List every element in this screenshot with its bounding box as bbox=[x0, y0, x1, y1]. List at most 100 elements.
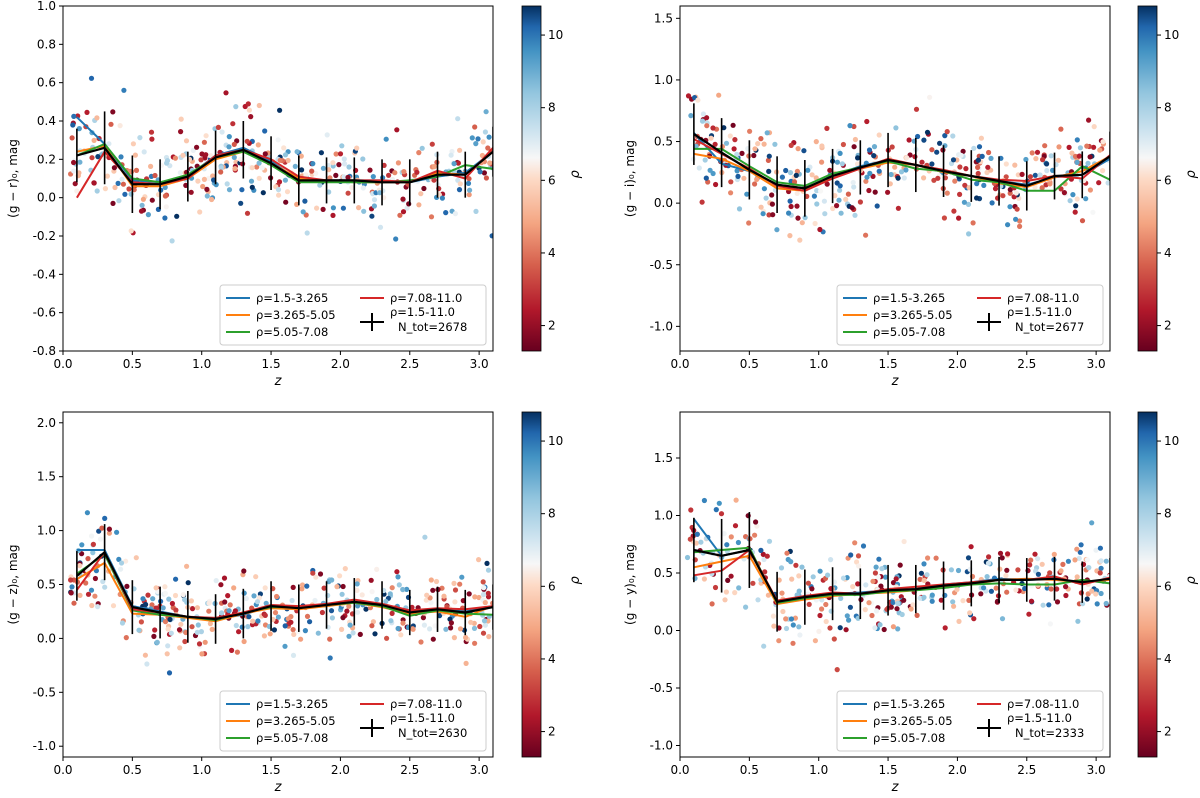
legend-label-all: ρ=1.5-11.0 bbox=[390, 305, 455, 319]
scatter-point bbox=[1074, 546, 1080, 552]
scatter-point bbox=[918, 570, 925, 576]
scatter-point bbox=[1019, 171, 1025, 177]
panels: 0.0 0.5 1.0 1.5 2.0 2.5 3.0 -0.8 -0.6 -0.4 -0.2 0.0… bbox=[6, 0, 1199, 795]
scatter-point bbox=[941, 215, 948, 221]
scatter-point bbox=[871, 144, 878, 150]
scatter-point bbox=[834, 159, 841, 165]
scatter-point bbox=[1040, 602, 1046, 608]
scatter-point bbox=[1091, 124, 1097, 130]
scatter-point bbox=[799, 564, 805, 570]
scatter-point bbox=[761, 556, 767, 563]
scatter-point bbox=[476, 557, 482, 563]
scatter-point bbox=[734, 168, 740, 174]
scatter-point bbox=[238, 200, 244, 206]
scatter-point bbox=[1032, 172, 1038, 178]
colorbar-tick-label: 10 bbox=[1164, 28, 1179, 42]
scatter-point bbox=[330, 205, 336, 211]
scatter-point bbox=[1005, 551, 1011, 557]
scatter-point bbox=[1044, 161, 1050, 167]
scatter-point bbox=[481, 618, 488, 624]
scatter-point bbox=[704, 123, 710, 129]
scatter-point bbox=[468, 619, 474, 625]
scatter-point bbox=[285, 616, 291, 622]
colorbar-tick-label: 4 bbox=[548, 652, 556, 666]
scatter-point bbox=[787, 233, 793, 239]
scatter-point bbox=[903, 167, 909, 173]
scatter-point bbox=[203, 152, 209, 158]
scatter-point bbox=[203, 133, 209, 139]
scatter-point bbox=[912, 154, 918, 160]
scatter-point bbox=[152, 172, 158, 179]
scatter-point bbox=[231, 141, 237, 147]
scatter-point bbox=[942, 625, 948, 631]
y-tick-label: 1.5 bbox=[654, 11, 673, 25]
scatter-point bbox=[276, 192, 282, 198]
scatter-point bbox=[1035, 556, 1041, 562]
scatter-point bbox=[95, 154, 101, 160]
scatter-point bbox=[901, 538, 907, 545]
scatter-point bbox=[937, 140, 943, 146]
scatter-point bbox=[825, 572, 831, 578]
scatter-point bbox=[1089, 588, 1095, 594]
scatter-point bbox=[857, 199, 864, 205]
scatter-point bbox=[91, 180, 97, 186]
scatter-point bbox=[1100, 168, 1106, 174]
scatter-point bbox=[1047, 621, 1053, 627]
scatter-point bbox=[778, 565, 785, 571]
scatter-point bbox=[950, 599, 956, 605]
scatter-point bbox=[299, 167, 305, 173]
scatter-point bbox=[154, 639, 160, 645]
scatter-point bbox=[899, 611, 905, 618]
scatter-point bbox=[776, 577, 782, 583]
scatter-point bbox=[232, 166, 238, 172]
scatter-point bbox=[1017, 218, 1023, 224]
scatter-point bbox=[209, 196, 215, 203]
scatter-point bbox=[951, 603, 957, 609]
x-tick-label: 0.0 bbox=[670, 357, 689, 371]
x-tick-label: 1.5 bbox=[879, 357, 898, 371]
scatter-point bbox=[929, 161, 935, 167]
scatter-point bbox=[852, 212, 858, 218]
scatter-point bbox=[787, 170, 794, 176]
scatter-point bbox=[725, 577, 731, 584]
scatter-point bbox=[698, 539, 704, 545]
scatter-point bbox=[766, 153, 772, 159]
scatter-point bbox=[786, 210, 792, 216]
scatter-point bbox=[347, 622, 353, 628]
scatter-point bbox=[1077, 549, 1083, 555]
scatter-point bbox=[754, 523, 760, 529]
x-tick-label: 2.5 bbox=[400, 357, 419, 371]
scatter-point bbox=[76, 126, 82, 132]
scatter-point bbox=[256, 160, 262, 166]
scatter-point bbox=[764, 553, 770, 559]
scatter-point bbox=[696, 165, 702, 171]
scatter-point bbox=[77, 563, 83, 569]
scatter-point bbox=[971, 616, 977, 622]
scatter-point bbox=[333, 172, 339, 178]
scatter-point bbox=[394, 127, 400, 133]
scatter-point bbox=[123, 635, 129, 641]
scatter-point bbox=[94, 188, 100, 194]
scatter-point bbox=[1072, 209, 1078, 215]
scatter-point bbox=[950, 157, 957, 163]
scatter-point bbox=[371, 197, 378, 203]
scatter-point bbox=[360, 156, 366, 162]
legend-box bbox=[836, 690, 1104, 752]
scatter-point bbox=[140, 596, 146, 602]
scatter-point bbox=[119, 620, 126, 626]
scatter-point bbox=[106, 530, 112, 536]
scatter-point bbox=[795, 215, 801, 221]
scatter-point bbox=[69, 135, 75, 141]
scatter-point bbox=[712, 141, 718, 147]
scatter-point bbox=[1087, 187, 1093, 193]
legend-ntot: N_tot=2333 bbox=[1015, 726, 1084, 740]
scatter-point bbox=[713, 181, 719, 188]
scatter-point bbox=[699, 199, 705, 205]
scatter-point bbox=[1098, 565, 1104, 571]
scatter-point bbox=[68, 590, 74, 596]
scatter-point bbox=[466, 176, 472, 182]
scatter-point bbox=[921, 137, 927, 143]
scatter-point bbox=[272, 610, 279, 616]
scatter-point bbox=[224, 181, 230, 187]
